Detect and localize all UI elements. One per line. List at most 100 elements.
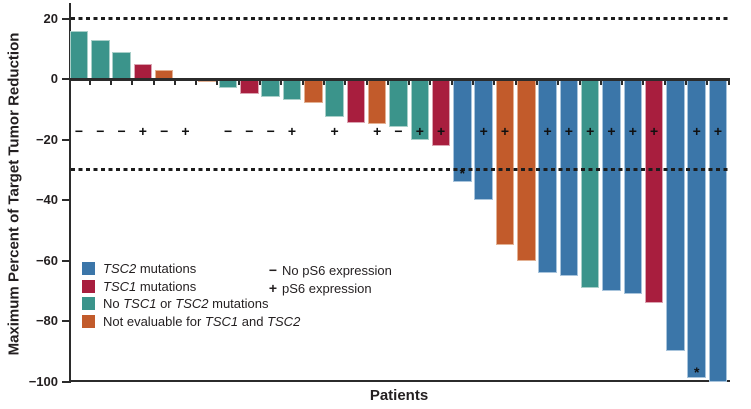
x-tick-mark: [599, 81, 602, 85]
x-tick-mark: [386, 81, 389, 85]
ps6-symbol-patient-6: +: [181, 123, 190, 140]
legend-row-1: TSC2 mutations: [82, 260, 300, 277]
x-tick-mark: [706, 81, 709, 85]
legend-label-segment: TSC1: [103, 278, 137, 294]
ps6-symbol-patient-1: −: [74, 123, 84, 140]
bar-patient-26: [602, 79, 621, 291]
ps6-legend-row-2: + pS6 expression: [266, 279, 392, 297]
x-tick-mark: [450, 81, 453, 85]
ps6-symbol-patient-16: −: [394, 123, 403, 140]
x-tick-mark: [237, 81, 240, 85]
x-axis-line: [69, 380, 730, 382]
ps6-legend-row-1: − No pS6 expression: [266, 261, 392, 279]
bar-patient-28: [644, 79, 664, 303]
x-tick-mark: [344, 81, 347, 85]
x-tick-mark: [727, 81, 730, 85]
y-tick-mark: [62, 199, 69, 201]
ps6-symbol-patient-21: +: [500, 123, 510, 140]
x-tick-mark: [493, 81, 496, 85]
y-tick-label: −80: [35, 313, 58, 328]
legend-swatch-teal: [82, 297, 95, 310]
bar-patient-16: [389, 79, 408, 128]
y-axis-line: [69, 3, 71, 383]
ps6-symbol-patient-26: +: [607, 123, 616, 140]
bar-patient-27: [623, 79, 643, 294]
y-tick-mark: [62, 17, 69, 20]
dashed-reference-line: [71, 17, 728, 20]
bar-patient-10: [261, 79, 280, 98]
ps6-symbol-patient-10: −: [266, 123, 275, 140]
x-tick-mark: [578, 81, 581, 85]
ps6-symbol-patient-4: +: [138, 123, 147, 140]
x-tick-mark: [685, 81, 688, 85]
ps6-symbol-patient-5: −: [160, 123, 169, 140]
legend-swatch-red: [82, 279, 95, 293]
y-tick-label: −100: [28, 373, 58, 389]
ps6-symbol-patient-27: +: [628, 123, 637, 140]
ps6-symbol-patient-2: −: [96, 123, 105, 140]
bar-patient-15: [367, 79, 387, 125]
ps6-symbol-patient-24: +: [564, 123, 573, 140]
x-tick-mark: [621, 81, 624, 85]
bar-patient-11: [282, 79, 302, 101]
y-tick-label: −60: [35, 252, 58, 268]
legend-label-segment: No: [103, 296, 124, 311]
legend-label-segment: Not evaluable for: [103, 313, 205, 329]
legend-label-segment: TSC2: [175, 296, 209, 311]
legend-row-4: Not evaluable for TSC1 and TSC2: [82, 313, 300, 330]
asterisk-marker-patient-19: *: [459, 164, 466, 181]
legend-swatch-blue: [82, 262, 95, 275]
x-tick-mark: [173, 81, 176, 85]
bar-patient-1: [69, 30, 89, 79]
x-tick-mark: [152, 81, 155, 85]
bar-patient-21: [495, 79, 515, 246]
legend-row-2: TSC1 mutations: [82, 278, 300, 295]
x-tick-mark: [472, 81, 475, 85]
ps6-symbol-patient-3: −: [117, 123, 126, 140]
ps6-symbol-patient-20: +: [479, 123, 488, 140]
bar-patient-9: [240, 79, 259, 95]
zero-baseline: [69, 77, 730, 81]
ps6-legend-symbol: −: [268, 262, 278, 278]
bar-patient-20: [474, 79, 493, 200]
ps6-legend-symbol: +: [268, 280, 278, 296]
ps6-symbol-patient-9: −: [245, 123, 254, 140]
x-tick-mark: [88, 81, 91, 85]
ps6-symbol-patient-25: +: [586, 123, 595, 140]
asterisk-marker-patient-30: *: [693, 364, 700, 381]
y-tick-mark: [62, 320, 69, 322]
legend-label: No TSC1 or TSC2 mutations: [103, 295, 268, 312]
ps6-symbol-patient-28: +: [650, 123, 659, 140]
bar-patient-25: [580, 79, 600, 288]
x-tick-mark: [259, 81, 262, 85]
ps6-symbol-patient-8: −: [224, 123, 233, 140]
y-tick-mark: [62, 78, 69, 80]
legend-label-segment: or: [156, 296, 176, 311]
mutation-legend: TSC2 mutations TSC1 mutations No TSC1 or T…: [82, 260, 300, 330]
y-tick-mark: [62, 259, 69, 262]
y-tick-label: 20: [43, 10, 58, 26]
ps6-symbol-patient-11: +: [287, 123, 297, 140]
legend-label-segment: mutations: [136, 261, 197, 276]
x-tick-mark: [408, 81, 411, 85]
legend-label: TSC2 mutations: [103, 260, 196, 277]
legend-row-3: No TSC1 or TSC2 mutations: [82, 295, 300, 312]
bar-patient-3: [112, 51, 131, 79]
x-tick-mark: [663, 81, 666, 85]
x-tick-mark: [109, 81, 112, 85]
x-tick-mark: [131, 81, 134, 85]
legend-label-segment: TSC2: [267, 313, 301, 329]
legend-label-segment: TSC2: [103, 261, 137, 276]
ps6-symbol-patient-18: +: [437, 123, 446, 140]
ps6-symbol-patient-13: +: [330, 123, 339, 140]
bar-patient-29: [666, 79, 685, 352]
x-tick-mark: [280, 81, 283, 85]
x-tick-mark: [365, 81, 368, 85]
ps6-legend-label: pS6 expression: [282, 280, 372, 296]
x-tick-mark: [514, 81, 517, 85]
bar-patient-24: [559, 79, 579, 276]
ps6-symbol-patient-17: +: [415, 123, 424, 140]
bar-patient-23: [538, 79, 557, 273]
ps6-symbol-patient-15: +: [373, 123, 382, 140]
bar-patient-2: [91, 39, 110, 79]
